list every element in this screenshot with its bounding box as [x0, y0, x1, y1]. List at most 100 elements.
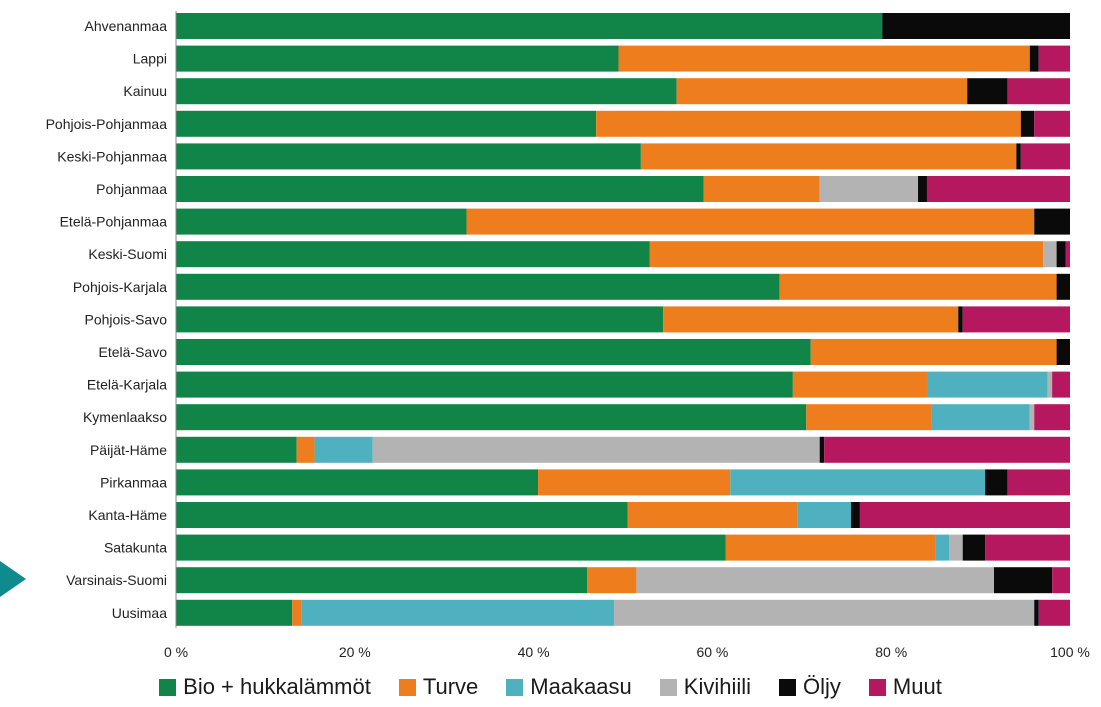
bar-segment [1065, 241, 1070, 268]
bar-segment [1029, 45, 1039, 72]
bar-segment [1029, 404, 1035, 431]
bar-segment [176, 306, 664, 333]
bar-segment [962, 534, 986, 561]
x-tick-label: 80 % [875, 644, 907, 660]
bar-segment [1047, 371, 1053, 398]
bar-segment [819, 176, 919, 202]
bar-segment [649, 241, 1044, 268]
bar-segment [819, 436, 825, 463]
bar-segment [1007, 469, 1070, 496]
legend-swatch [506, 678, 524, 696]
bar-segment [994, 567, 1053, 594]
bar-segment [792, 371, 927, 398]
x-tick-label: 40 % [518, 644, 550, 660]
legend: Bio + hukkalämmöt Turve Maakaasu Kivihiili Ö… [0, 670, 1101, 704]
category-labels: Ahvenanmaa Lappi Kainuu Pohjois-Pohjanmaa Ke… [46, 18, 168, 621]
category-label: Etelä-Pohjanmaa [60, 214, 168, 230]
category-label: Keski-Suomi [88, 246, 167, 262]
legend-item: Bio + hukkalämmöt [159, 674, 371, 700]
category-label: Pirkanmaa [100, 474, 167, 490]
bar-segment [926, 371, 1048, 398]
bar-segment [725, 534, 936, 561]
bar-segment [730, 469, 986, 496]
category-label: Pohjois-Karjala [73, 279, 167, 295]
bar-segment [1038, 45, 1070, 72]
bar-segment [618, 45, 1030, 72]
bar-segment [176, 404, 807, 431]
legend-item: Turve [398, 674, 479, 700]
category-label: Pohjois-Pohjanmaa [46, 116, 168, 132]
bar-segment [176, 110, 597, 137]
bar-segment [806, 404, 932, 431]
bar-segment [1016, 143, 1021, 170]
bar-segment [935, 534, 950, 561]
bar-segment [962, 306, 1070, 333]
bar-segment [640, 143, 1017, 170]
category-label: Uusimaa [112, 605, 167, 621]
bar-segment [810, 339, 1057, 365]
legend-label: Turve [422, 674, 479, 699]
category-label: Kainuu [123, 83, 167, 99]
bar-segment [296, 436, 315, 463]
bar-segment [1034, 404, 1070, 431]
bar-segment [466, 208, 1035, 235]
bar-segment [949, 534, 963, 561]
bar-segment [372, 436, 820, 463]
x-axis: 0 % 20 % 40 % 60 % 80 % 100 % [164, 644, 1090, 660]
bar-segment [663, 306, 959, 333]
bar-segment [176, 176, 704, 202]
bar-segment [882, 13, 1070, 39]
bar-segment [176, 78, 677, 105]
bars-group [175, 11, 1070, 628]
bar-segment [1007, 78, 1070, 105]
bar-segment [859, 502, 1070, 528]
bar-segment [931, 404, 1030, 431]
bar-segment [918, 176, 927, 202]
bar-segment [176, 436, 297, 463]
bar-segment [985, 534, 1070, 561]
bar-segment [596, 110, 1021, 137]
bar-segment [176, 339, 811, 365]
bar-segment [587, 567, 637, 594]
stacked-bar-chart: Ahvenanmaa Lappi Kainuu Pohjois-Pohjanmaa Ke… [46, 11, 1090, 660]
bar-segment [176, 469, 539, 496]
category-label: Kymenlaakso [83, 409, 167, 425]
bar-segment [967, 78, 1008, 105]
legend-swatch [779, 678, 797, 696]
category-label: Ahvenanmaa [84, 18, 167, 34]
bar-segment [1038, 599, 1070, 626]
bar-segment [301, 599, 615, 626]
bar-segment [1052, 371, 1070, 398]
bar-segment [703, 176, 820, 202]
bar-segment [176, 567, 588, 594]
category-label: Pohjanmaa [96, 181, 167, 197]
bar-segment [176, 534, 726, 561]
category-label: Satakunta [104, 540, 167, 556]
bar-segment [1056, 339, 1070, 365]
bar-segment [676, 78, 968, 105]
bar-segment [958, 306, 963, 333]
bar-segment [176, 371, 793, 398]
bar-segment [926, 176, 1070, 202]
bar-segment [985, 469, 1008, 496]
bar-segment [824, 436, 1070, 463]
legend-label: Maakaasu [530, 674, 632, 699]
x-tick-label: 20 % [339, 644, 371, 660]
category-label: Varsinais-Suomi [66, 572, 167, 588]
bar-segment [176, 273, 780, 300]
bar-segment [538, 469, 731, 496]
category-label: Päijät-Häme [90, 442, 167, 458]
legend-label: Öljy [803, 674, 841, 699]
category-label: Kanta-Häme [88, 507, 167, 523]
category-label: Pohjois-Savo [85, 311, 168, 327]
legend-item: Öljy [779, 674, 841, 700]
highlight-arrow-icon [0, 561, 26, 597]
x-tick-label: 60 % [696, 644, 728, 660]
legend-label: Bio + hukkalämmöt [183, 674, 371, 699]
bar-segment [176, 143, 641, 170]
bar-segment [1020, 110, 1035, 137]
category-label: Lappi [133, 51, 167, 67]
bar-segment [1034, 208, 1070, 235]
category-label: Keski-Pohjanmaa [57, 148, 167, 164]
bar-segment [636, 567, 995, 594]
